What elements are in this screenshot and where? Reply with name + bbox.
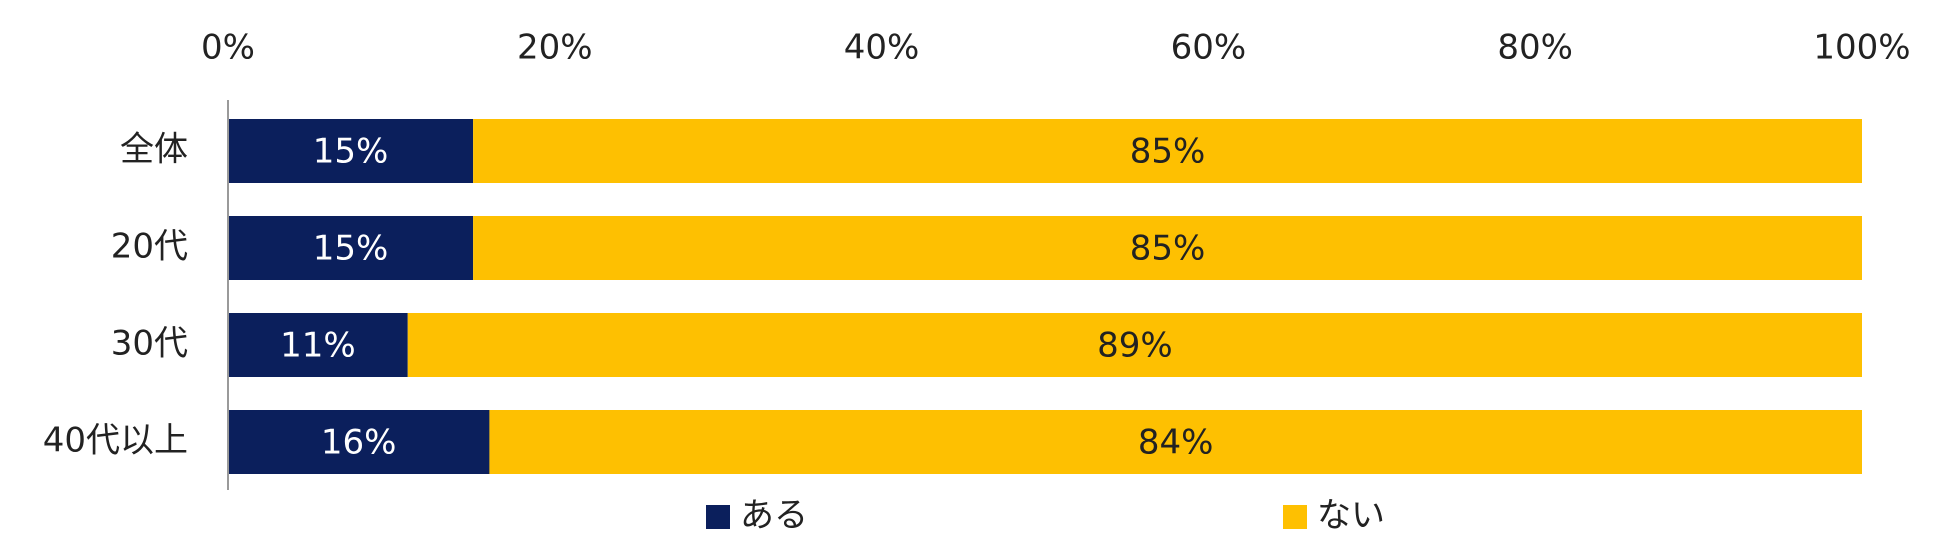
- bar-data-label: 89%: [1097, 326, 1173, 366]
- bar-segment-nai: [407, 313, 1862, 377]
- bar-data-label: 15%: [313, 132, 389, 172]
- bar-data-label: 84%: [1138, 423, 1214, 463]
- bar-segment-aru: [228, 119, 474, 183]
- x-tick-label: 0%: [201, 28, 255, 68]
- bar-segment-nai: [489, 410, 1863, 474]
- x-tick-label: 20%: [517, 28, 593, 68]
- category-label: 40代以上: [43, 421, 188, 461]
- x-tick-label: 40%: [844, 28, 920, 68]
- bar-segment-nai: [473, 119, 1863, 183]
- bar-segment-aru: [228, 410, 490, 474]
- bar-segment-nai: [473, 216, 1863, 280]
- x-tick-label: 60%: [1171, 28, 1247, 68]
- x-tick-label: 80%: [1497, 28, 1573, 68]
- bar-segment-aru: [228, 216, 474, 280]
- bar-data-label: 11%: [280, 326, 356, 366]
- bar-data-label: 16%: [321, 423, 397, 463]
- category-label: 全体: [120, 130, 188, 170]
- bar-data-labels: 15% 85% 15% 85% 11% 89% 16% 84%: [280, 132, 1213, 463]
- x-tick-label: 100%: [1813, 28, 1910, 68]
- bar-segment-aru: [228, 313, 408, 377]
- bar-data-label: 85%: [1130, 132, 1206, 172]
- bar-data-label: 15%: [313, 229, 389, 269]
- y-axis-category-labels: 全体 20代 30代 40代以上: [43, 130, 188, 461]
- category-label: 30代: [111, 324, 188, 364]
- legend-swatch: [1283, 505, 1307, 529]
- x-axis-tick-labels: 0% 20% 40% 60% 80% 100%: [201, 28, 1911, 68]
- legend-label: ない: [1317, 496, 1385, 536]
- legend: ある ない: [706, 496, 1385, 536]
- legend-swatch: [706, 505, 730, 529]
- category-label: 20代: [111, 227, 188, 267]
- bar-data-label: 85%: [1130, 229, 1206, 269]
- legend-label: ある: [740, 496, 808, 536]
- bar-series: [228, 119, 1863, 474]
